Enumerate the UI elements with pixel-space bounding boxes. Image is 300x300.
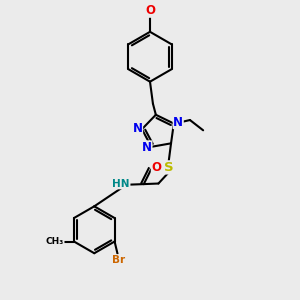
Text: Br: Br	[112, 255, 125, 265]
Text: N: N	[142, 141, 152, 154]
Text: N: N	[173, 116, 183, 129]
Text: CH₃: CH₃	[46, 237, 64, 246]
Text: HN: HN	[112, 179, 130, 189]
Text: O: O	[145, 4, 155, 17]
Text: O: O	[152, 161, 161, 174]
Text: S: S	[164, 161, 174, 174]
Text: N: N	[133, 122, 142, 135]
